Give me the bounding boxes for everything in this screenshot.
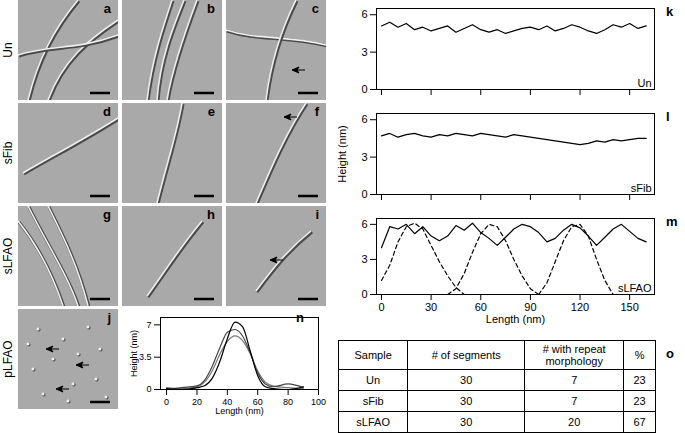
html-text:sFib: sFib	[1, 141, 15, 165]
svg-text:120: 120	[571, 301, 589, 313]
svg-text:80: 80	[283, 397, 293, 407]
html-text:sFib: sFib	[362, 395, 384, 407]
svg-text:3.5: 3.5	[139, 352, 152, 362]
svg-text:60: 60	[475, 301, 487, 313]
svg-text:3: 3	[361, 253, 367, 265]
svg-text:sFib: sFib	[631, 182, 652, 194]
svg-text:0: 0	[378, 301, 384, 313]
html-text:30: 30	[460, 416, 473, 428]
svg-text:20: 20	[192, 397, 202, 407]
svg-text:60: 60	[252, 396, 263, 407]
svg-text:Length (nm): Length (nm)	[486, 313, 545, 325]
svg-text:Length (nm): Length (nm)	[215, 406, 264, 416]
svg-text:90: 90	[524, 301, 536, 313]
html-text:7: 7	[571, 374, 578, 386]
html-text:sLFAO: sLFAO	[1, 237, 15, 275]
html-text:o: o	[666, 346, 674, 361]
html-text:30: 30	[460, 374, 473, 386]
svg-text:j: j	[106, 310, 111, 325]
svg-text:b: b	[207, 1, 215, 16]
svg-text:i: i	[315, 207, 319, 222]
svg-text:sLFAO: sLFAO	[618, 282, 652, 294]
svg-text:Un: Un	[637, 77, 651, 89]
svg-text:3: 3	[361, 151, 367, 163]
html-text:20: 20	[568, 416, 581, 428]
html-text:l: l	[666, 109, 670, 124]
svg-text:e: e	[208, 104, 215, 119]
svg-text:100: 100	[311, 397, 326, 407]
html-text:m: m	[666, 214, 678, 229]
svg-text:Height (nm): Height (nm)	[336, 125, 348, 182]
html-text:7: 7	[571, 395, 578, 407]
svg-text:Height (nm): Height (nm)	[129, 330, 139, 377]
html-text:23: 23	[633, 374, 646, 386]
html-text:67: 67	[633, 416, 646, 428]
html-text:# of segments: # of segments	[431, 349, 501, 361]
svg-text:30: 30	[425, 301, 437, 313]
svg-text:d: d	[103, 104, 111, 119]
svg-text:0: 0	[146, 384, 151, 394]
html-text:sLFAO: sLFAO	[356, 416, 390, 428]
svg-text:f: f	[315, 104, 320, 119]
svg-text:7: 7	[146, 320, 151, 330]
svg-text:h: h	[207, 207, 215, 222]
html-text:30: 30	[460, 395, 473, 407]
html-text:k: k	[666, 4, 674, 19]
html-text:# with repeat morphology: # with repeat morphology	[542, 343, 606, 367]
svg-text:g: g	[103, 207, 111, 222]
svg-text:3: 3	[361, 46, 367, 58]
html-text:Sample: Sample	[354, 349, 392, 361]
svg-text:c: c	[312, 1, 319, 16]
html-text:n: n	[296, 310, 304, 325]
svg-text:0: 0	[361, 188, 367, 200]
svg-text:0: 0	[361, 83, 367, 95]
svg-text:150: 150	[620, 301, 638, 313]
svg-text:0: 0	[361, 288, 367, 300]
html-text:Un: Un	[1, 42, 15, 58]
svg-text:0: 0	[164, 397, 169, 407]
html-text:23: 23	[633, 395, 646, 407]
svg-text:6: 6	[361, 218, 367, 230]
svg-text:40: 40	[222, 396, 233, 407]
html-text:pLFAO: pLFAO	[1, 340, 15, 378]
html-text:Un: Un	[366, 374, 381, 386]
svg-text:6: 6	[361, 8, 367, 20]
svg-text:6: 6	[361, 113, 367, 125]
svg-text:a: a	[104, 1, 112, 16]
